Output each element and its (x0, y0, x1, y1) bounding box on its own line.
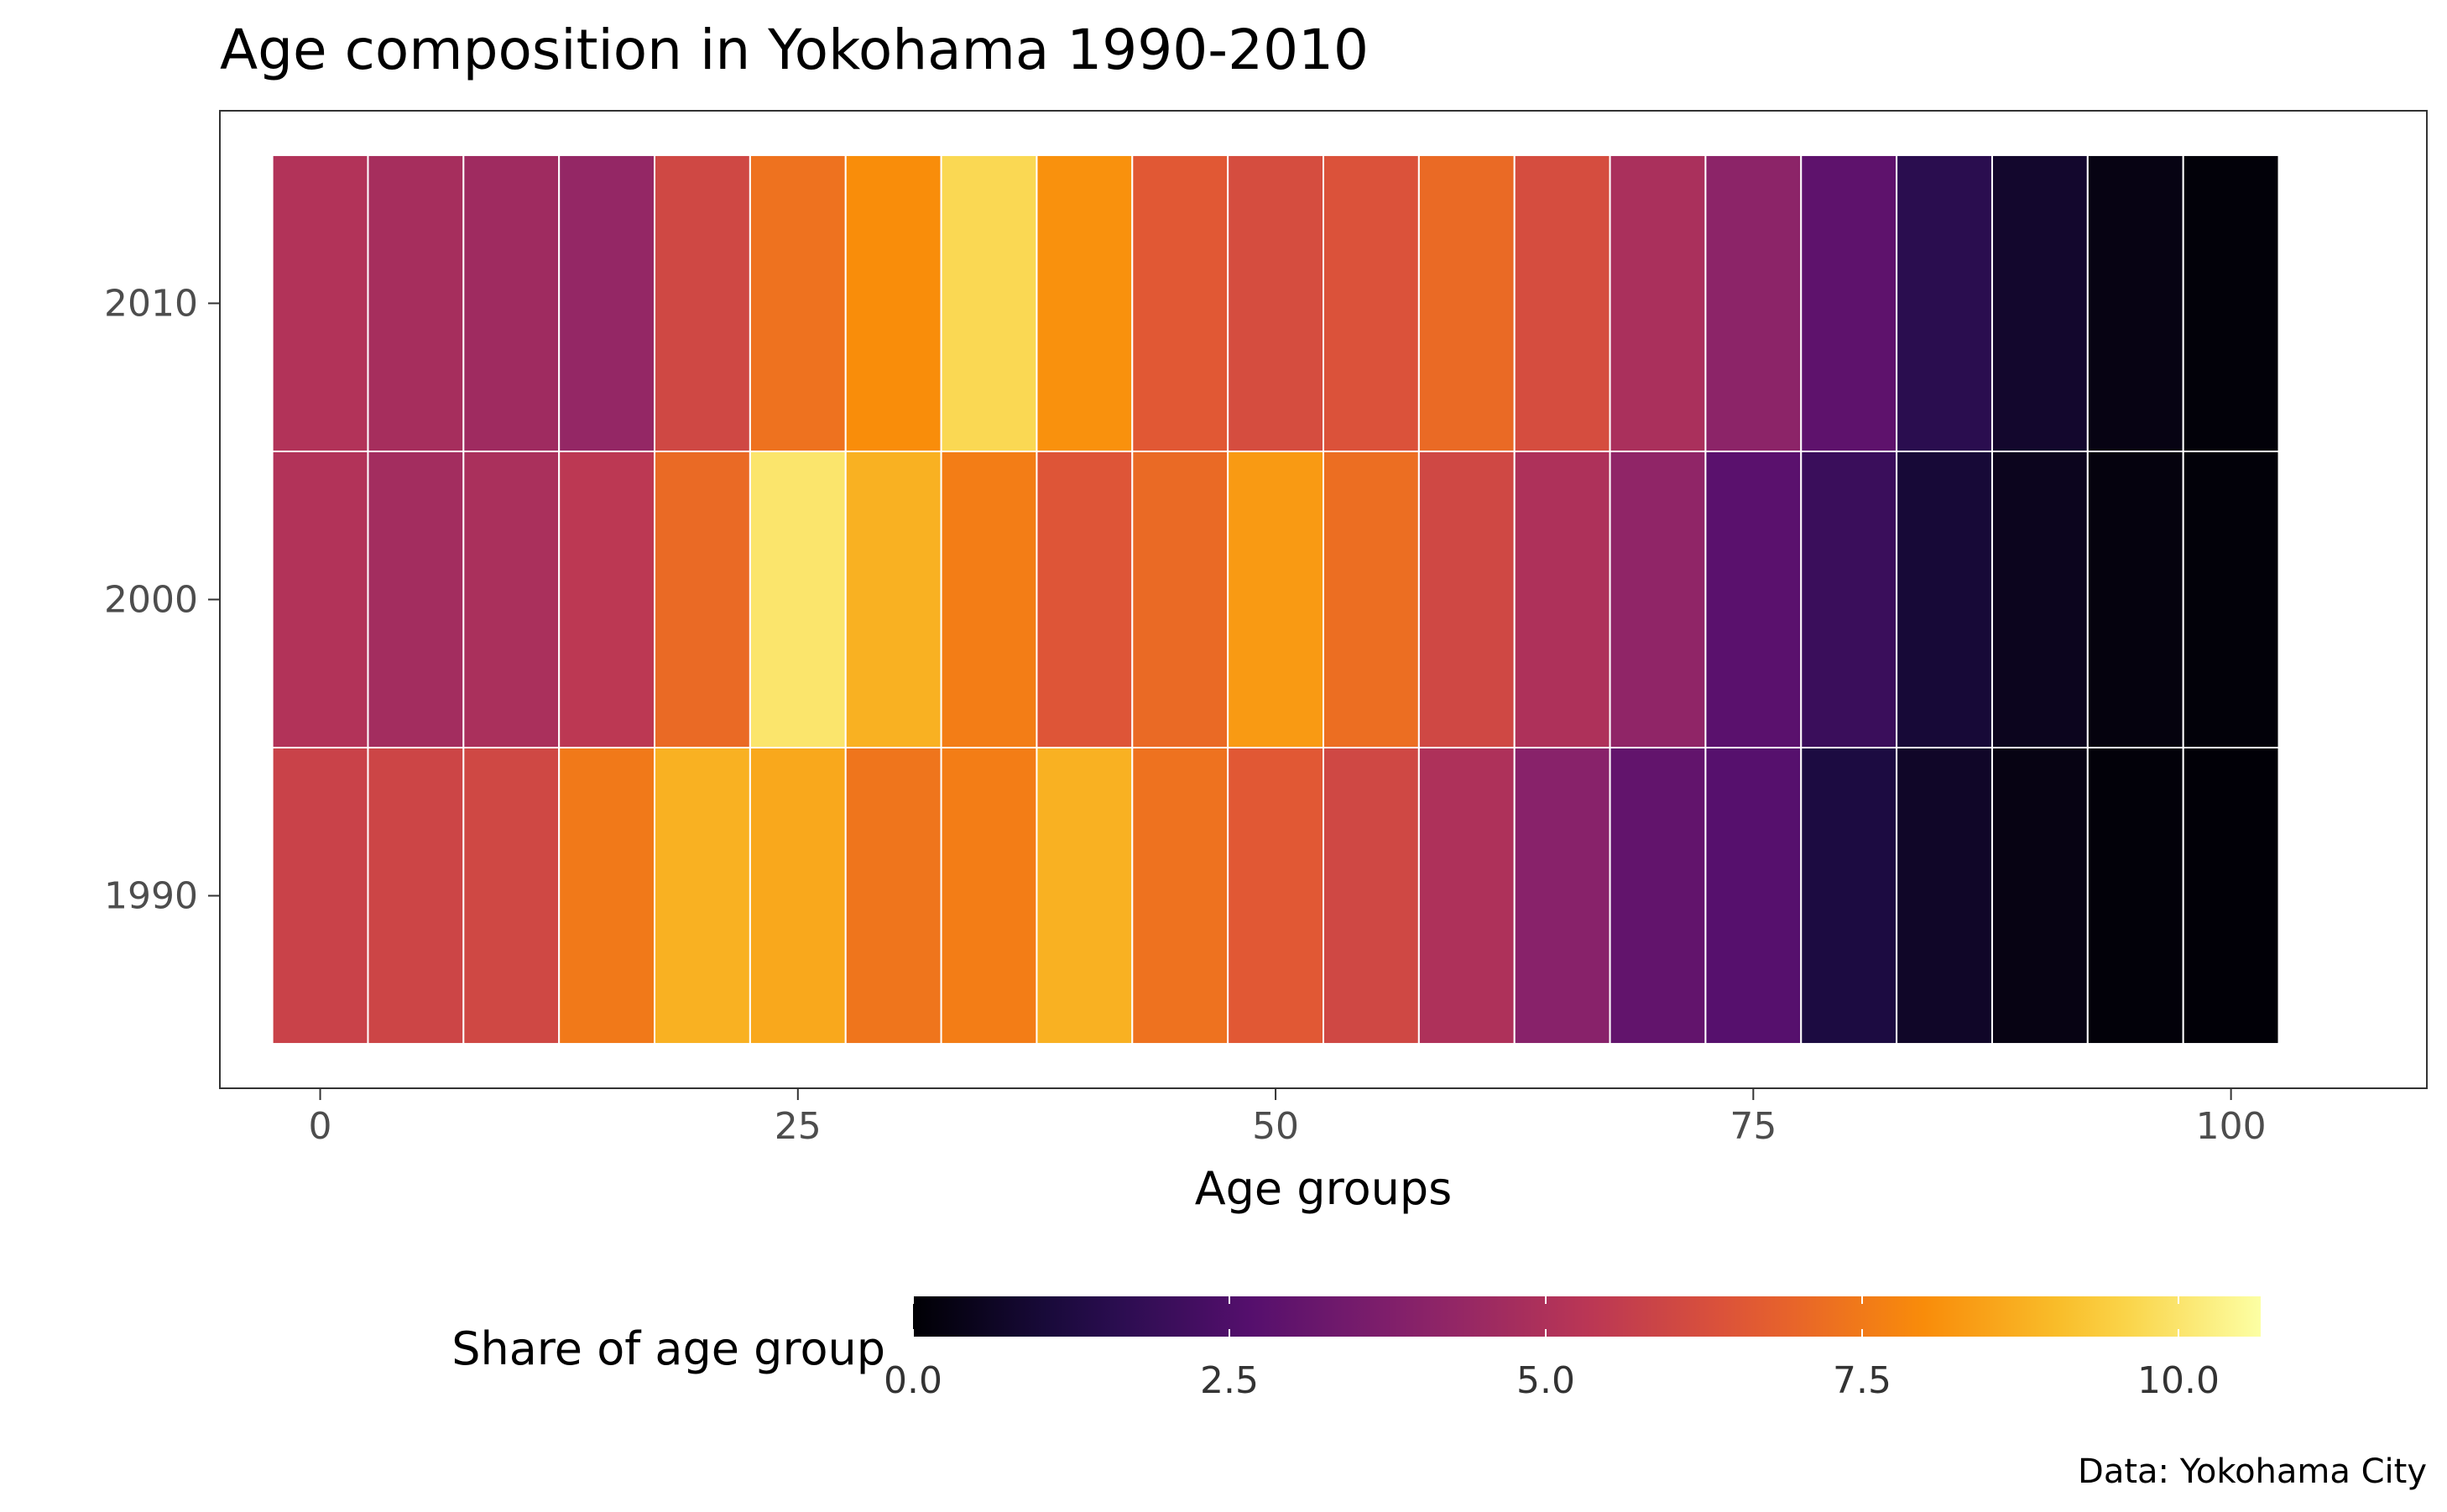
heatmap-cell (1800, 154, 1898, 452)
heatmap-cell (462, 154, 561, 452)
heatmap-cell (940, 747, 1038, 1045)
heatmap-cell (1513, 154, 1611, 452)
heatmap-cell (1417, 154, 1516, 452)
legend-tick-label: 5.0 (1516, 1359, 1575, 1402)
heatmap-cell (271, 747, 369, 1045)
heatmap-cell (2182, 450, 2280, 749)
heatmap-cell (1036, 450, 1134, 749)
heatmap-cell (558, 450, 656, 749)
colorbar-legend: Share of age group 0.0 2.5 5.0 7.5 10.0 (451, 1296, 2261, 1402)
heatmap-cell (1227, 747, 1325, 1045)
heatmap-cell (654, 450, 751, 749)
x-tick-label: 100 (2196, 1105, 2267, 1148)
heatmap-cell (1704, 154, 1803, 452)
heatmap-cell (1704, 747, 1803, 1045)
heatmap-cell (1896, 450, 1993, 749)
legend-title: Share of age group (451, 1322, 885, 1375)
heatmap-cell (271, 450, 369, 749)
heatmap-cell (1609, 747, 1707, 1045)
heatmap-cell (558, 747, 656, 1045)
heatmap-cell (1990, 154, 2089, 452)
legend-tick-label: 2.5 (1200, 1359, 1259, 1402)
heatmap-cell (2086, 747, 2184, 1045)
heatmap-cell (749, 154, 847, 452)
heatmap-cell (654, 154, 751, 452)
heatmap-cell (1800, 747, 1898, 1045)
heatmap-cell (462, 747, 561, 1045)
y-tick-label: 2010 (104, 282, 198, 325)
heatmap-cell (1704, 450, 1803, 749)
heatmap-cell (1323, 450, 1420, 749)
colorbar (913, 1296, 2261, 1337)
heatmap-cell (558, 154, 656, 452)
heatmap-cell (1609, 450, 1707, 749)
x-axis-title: Age groups (1195, 1162, 1453, 1215)
heatmap-cell (271, 154, 369, 452)
heatmap-cell (1990, 747, 2089, 1045)
heatmap-cell (844, 747, 942, 1045)
heatmap-cell (2086, 154, 2184, 452)
chart-caption: Data: Yokohama City (2078, 1452, 2427, 1491)
heatmap-cell (940, 154, 1038, 452)
legend-tick-label: 7.5 (1833, 1359, 1891, 1402)
heatmap-cell (2086, 450, 2184, 749)
x-tick-label: 75 (1730, 1105, 1777, 1148)
heatmap-cell (1896, 747, 1993, 1045)
heatmap-cell (367, 450, 465, 749)
heatmap-cell (940, 450, 1038, 749)
heatmap-cell (1513, 450, 1611, 749)
heatmap-cell (1227, 154, 1325, 452)
heatmap-cell (1131, 450, 1229, 749)
x-tick-label: 25 (775, 1105, 822, 1148)
heatmap-cell (844, 450, 942, 749)
heatmap-cell (367, 154, 465, 452)
y-axis: 1990 2000 2010 (104, 282, 220, 918)
y-tick-label: 1990 (104, 875, 198, 918)
heatmap-cell (1323, 747, 1420, 1045)
heatmap-cell (1896, 154, 1993, 452)
heatmap-cell (1227, 450, 1325, 749)
heatmap-cells (271, 154, 2280, 1045)
heatmap-cell (749, 747, 847, 1045)
heatmap-cell (654, 747, 751, 1045)
x-tick-label: 50 (1252, 1105, 1299, 1148)
y-tick-label: 2000 (104, 579, 198, 622)
heatmap-cell (462, 450, 561, 749)
x-tick-label: 0 (309, 1105, 332, 1148)
heatmap-cell (1131, 154, 1229, 452)
heatmap-cell (1036, 747, 1134, 1045)
legend-tick-label: 10.0 (2137, 1359, 2220, 1402)
heatmap-cell (1131, 747, 1229, 1045)
heatmap-cell (1036, 154, 1134, 452)
heatmap-cell (1513, 747, 1611, 1045)
heatmap-cell (2182, 747, 2280, 1045)
chart-title: Age composition in Yokohama 1990-2010 (220, 18, 1369, 82)
heatmap-cell (1417, 450, 1516, 749)
legend-tick-label: 0.0 (884, 1359, 942, 1402)
heatmap-cell (367, 747, 465, 1045)
heatmap-cell (749, 450, 847, 749)
x-axis: 0 25 50 75 100 (309, 1088, 2267, 1148)
heatmap-cell (1990, 450, 2089, 749)
heatmap-cell (1417, 747, 1516, 1045)
heatmap-cell (1323, 154, 1420, 452)
heatmap-cell (1800, 450, 1898, 749)
heatmap-cell (844, 154, 942, 452)
heatmap-cell (2182, 154, 2280, 452)
heatmap-cell (1609, 154, 1707, 452)
